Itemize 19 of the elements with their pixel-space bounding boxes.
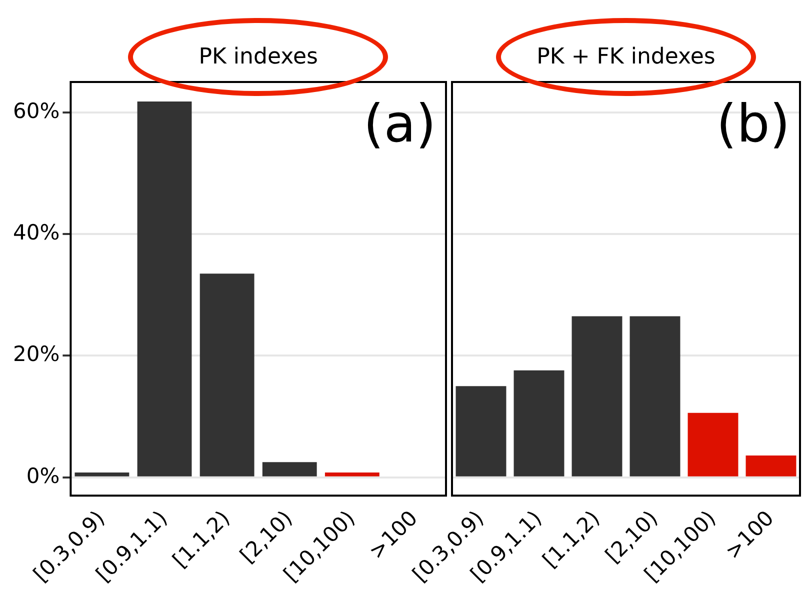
y-tick-label: 40%: [12, 220, 60, 245]
bar: [200, 274, 254, 476]
bar: [137, 101, 192, 476]
bar: [456, 386, 506, 476]
y-tick-label: 60%: [12, 98, 60, 123]
bar: [74, 472, 130, 476]
chart-title: PK indexes: [198, 44, 318, 70]
annotation: (b): [716, 94, 790, 155]
chart-title: PK + FK indexes: [536, 44, 716, 70]
bar: [630, 316, 680, 476]
bar: [688, 412, 738, 476]
annotation: (a): [364, 94, 436, 155]
y-tick-label: 20%: [12, 342, 60, 366]
bar: [324, 472, 380, 476]
bar: [746, 455, 796, 476]
bar: [514, 370, 564, 476]
bar: [572, 316, 622, 476]
y-tick-label: 0%: [26, 464, 60, 488]
bar: [262, 462, 317, 476]
